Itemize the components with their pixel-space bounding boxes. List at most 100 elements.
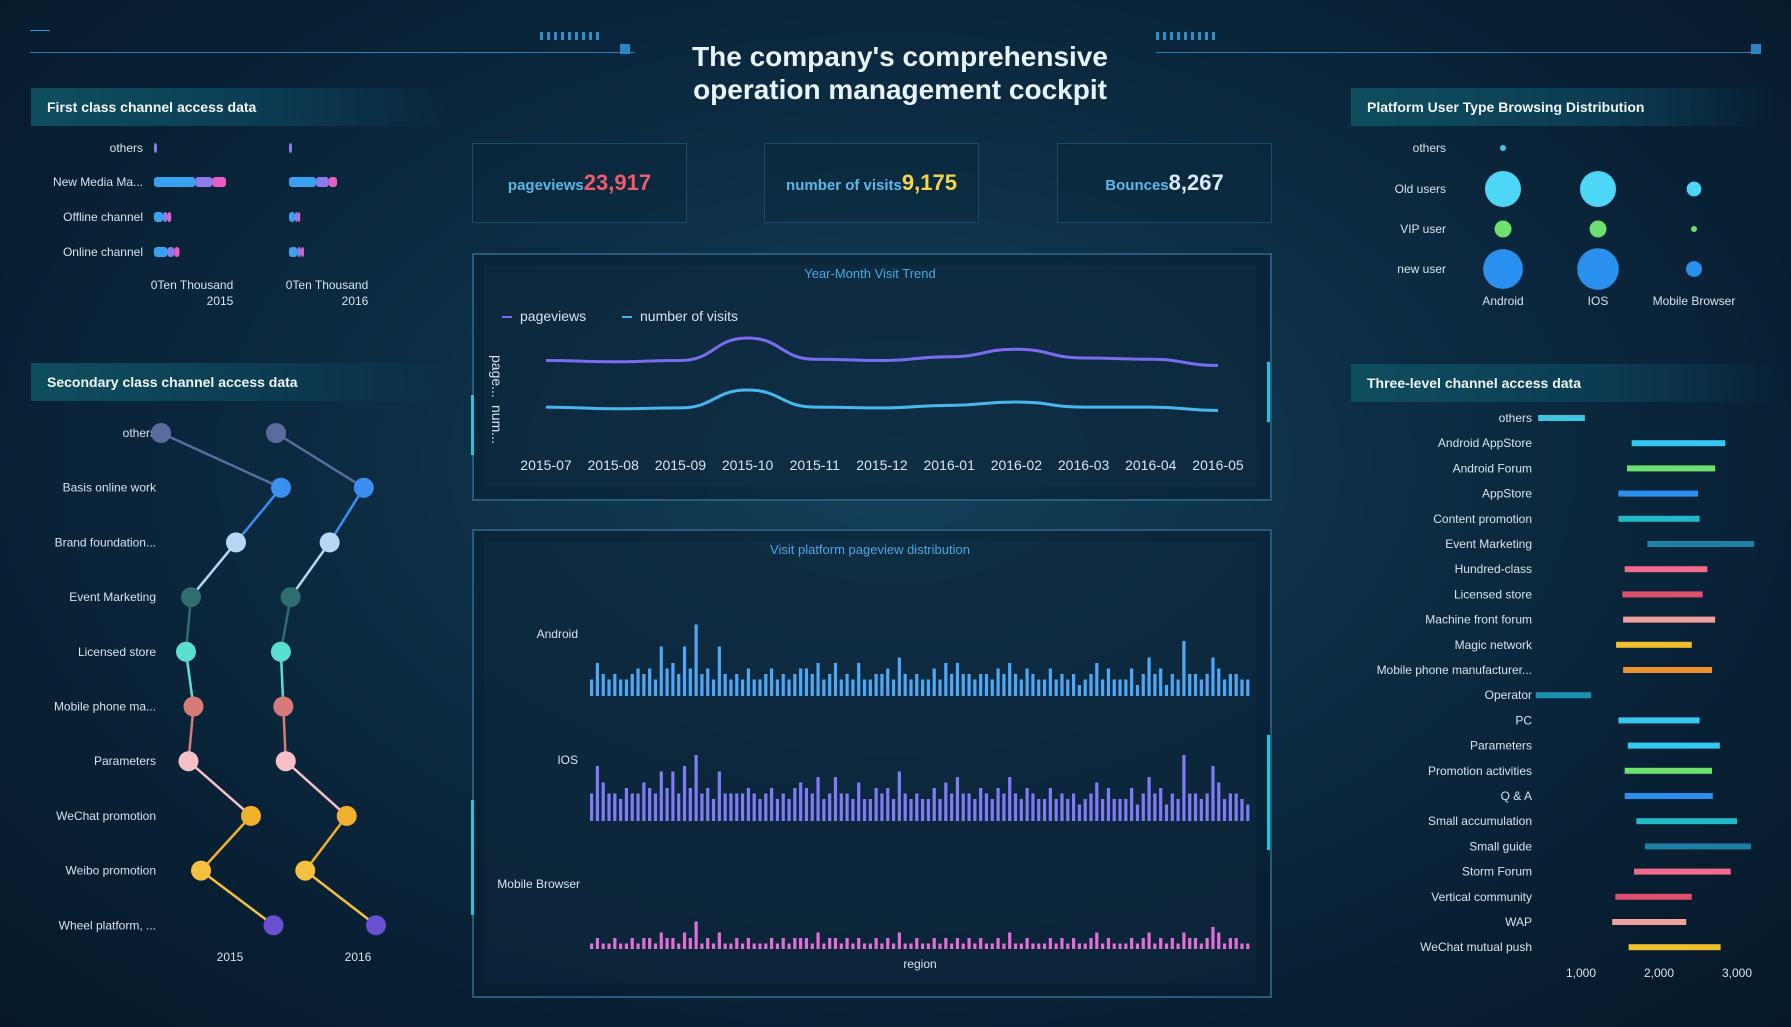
- bar: [648, 668, 652, 696]
- bar: [979, 938, 983, 949]
- panel-title-secondary-class: Secondary class channel access data: [31, 363, 447, 401]
- data-point: [263, 915, 284, 936]
- bar: [1089, 674, 1093, 696]
- category-label: others: [110, 141, 143, 155]
- bar: [1118, 679, 1122, 696]
- bar: [1095, 663, 1099, 696]
- bar: [694, 921, 698, 949]
- bar: [665, 788, 669, 821]
- bar: [857, 663, 861, 696]
- bar: [1112, 943, 1116, 949]
- bar: [1112, 679, 1116, 696]
- bar: [816, 663, 820, 696]
- category-label: Small guide: [1469, 839, 1532, 853]
- bar: [1083, 943, 1087, 949]
- bar: [1205, 674, 1209, 696]
- series-segment: [304, 815, 348, 872]
- bar: [1217, 782, 1221, 821]
- bar: [1008, 663, 1012, 696]
- data-point: [366, 915, 386, 936]
- bar: [932, 788, 936, 821]
- range-bar: [1644, 843, 1752, 850]
- bar: [630, 938, 634, 949]
- bar: [1193, 674, 1198, 696]
- data-point: [151, 423, 171, 443]
- series-segment: [200, 869, 275, 927]
- bar: [799, 668, 803, 696]
- bubble: [1500, 145, 1506, 151]
- bar: [601, 782, 605, 821]
- bar: [775, 943, 780, 949]
- bar: [828, 793, 832, 821]
- bar: [1054, 679, 1058, 696]
- bar: [891, 679, 896, 696]
- series-segment: [328, 487, 365, 544]
- bar: [1222, 799, 1227, 821]
- bar: [706, 788, 710, 821]
- bar: [915, 793, 919, 821]
- category-label: Event Marketing: [1445, 537, 1532, 551]
- bar: [1031, 674, 1035, 696]
- row-label: others: [1413, 141, 1446, 155]
- bar: [868, 799, 872, 821]
- series-line: [545, 388, 1219, 412]
- category-label: Licensed store: [1454, 587, 1532, 601]
- bar: [1182, 932, 1186, 949]
- category-label: Event Marketing: [69, 590, 156, 604]
- bar: [909, 679, 913, 696]
- bar: [839, 679, 843, 696]
- kpi-visits-value: 9,175: [901, 170, 957, 195]
- bar: [857, 782, 861, 821]
- bar: [723, 943, 727, 949]
- bar: [1246, 804, 1250, 821]
- bar: [653, 679, 658, 696]
- bar: [1211, 927, 1215, 949]
- bar: [967, 938, 971, 949]
- bar: [770, 668, 774, 696]
- bar: [810, 674, 814, 696]
- legend-label: number of visits: [640, 308, 738, 324]
- bar: [967, 674, 971, 696]
- bar: [677, 674, 681, 696]
- bar: [1246, 943, 1250, 949]
- series-segment: [275, 431, 365, 489]
- x-tick-label: 2015-09: [655, 457, 707, 473]
- data-point: [336, 805, 357, 826]
- x-tick-label: 1,000: [1566, 966, 1596, 980]
- bar: [764, 793, 768, 821]
- bar: [984, 793, 989, 821]
- accent-bar: [1267, 735, 1270, 850]
- bar-segment: [154, 247, 168, 257]
- bubble: [1577, 248, 1619, 290]
- legend-label: pageviews: [520, 308, 586, 324]
- bar: [1031, 943, 1035, 949]
- bar: [1228, 674, 1232, 696]
- bar: [1019, 679, 1023, 696]
- bar: [1106, 938, 1111, 949]
- bar: [921, 943, 925, 949]
- category-label: Brand foundation...: [55, 535, 156, 549]
- bar: [955, 777, 960, 821]
- bar: [793, 674, 797, 696]
- bar-segment: [167, 212, 172, 222]
- bar: [851, 679, 855, 696]
- range-bar: [1647, 541, 1755, 547]
- bar: [973, 943, 977, 949]
- bar: [886, 788, 890, 821]
- bar: [1008, 777, 1012, 821]
- data-point: [191, 860, 211, 881]
- x-tick-label: 2015-07: [520, 457, 572, 473]
- bar: [886, 668, 890, 696]
- bar: [979, 674, 983, 696]
- bar: [868, 679, 872, 696]
- series-label: Mobile Browser: [497, 877, 580, 891]
- x-tick-label: 2016-01: [924, 457, 976, 473]
- bubble: [1483, 249, 1523, 289]
- bar: [1240, 943, 1244, 949]
- bar: [1060, 938, 1064, 949]
- category-label: Mobile phone manufacturer...: [1377, 663, 1532, 677]
- header-frame-left: [30, 30, 635, 56]
- facet-year-label: 2016: [342, 294, 369, 308]
- bar: [1170, 793, 1174, 821]
- bar: [961, 793, 965, 821]
